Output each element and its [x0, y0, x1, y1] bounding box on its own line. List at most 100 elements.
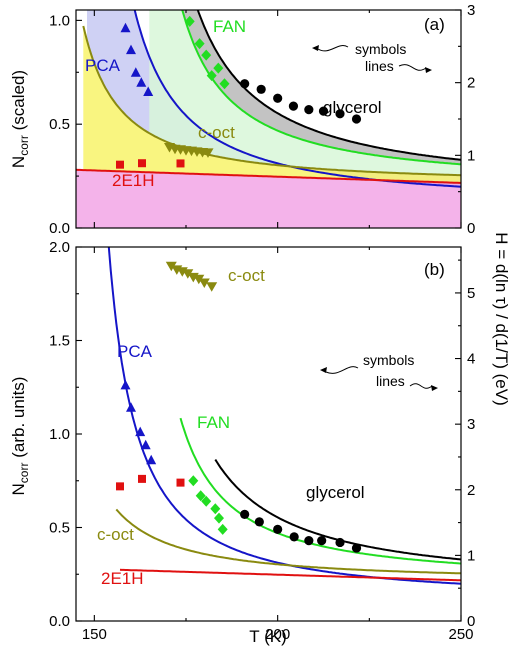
glycerol-marker	[240, 79, 250, 89]
fan-marker	[194, 38, 205, 50]
glycerol-line	[196, 10, 461, 161]
panel-a-ylabel-sub: corr	[17, 135, 31, 156]
2e1h-line	[119, 568, 461, 582]
legend-arrowhead-right-icon	[431, 385, 438, 391]
right-tick-label: 1	[467, 147, 475, 164]
pca-line	[107, 247, 461, 585]
glycerol-label: glycerol	[306, 483, 365, 502]
glycerol-marker	[254, 517, 264, 527]
panel-a-ylabel-main: N	[9, 156, 28, 168]
fan-region	[149, 10, 461, 176]
fan-line	[181, 10, 461, 166]
pca-marker	[130, 67, 141, 77]
y-tick-label: 0.5	[49, 520, 70, 537]
panel-b-ylabel-sub: corr	[17, 463, 31, 484]
y-tick-label: 1.0	[49, 426, 70, 443]
y-tick-label: 0.5	[49, 116, 70, 133]
panel-b-ylabel-main: N	[9, 483, 28, 495]
2e1h-marker	[116, 160, 124, 169]
legend-arrow-left-icon	[325, 366, 359, 374]
right-tick-label: 1	[467, 547, 475, 564]
2e1h-line	[76, 168, 461, 184]
x-tick-label: 150	[82, 626, 107, 643]
panel-b-label: (b)	[424, 260, 445, 279]
right-tick-label: 0	[467, 220, 475, 237]
coct-label: c-oct	[97, 525, 134, 544]
c-oct-marker	[198, 278, 210, 288]
x-tick-label: 200	[265, 626, 290, 643]
c-oct-marker	[202, 148, 214, 158]
panel-b-frame	[75, 246, 462, 622]
right-tick-label: 2	[467, 75, 475, 92]
x-axis-label: T (K)	[249, 627, 286, 646]
panel-b-ylabel: Ncorr (arb. units)	[9, 377, 31, 496]
glycerol-label: glycerol	[323, 98, 382, 117]
fan-marker	[201, 495, 212, 507]
pca-marker	[140, 439, 151, 450]
2e1h-marker	[176, 478, 185, 487]
pca-line	[133, 10, 461, 188]
y-tick-label: 2.0	[49, 239, 70, 256]
legend-arrowhead-right-icon	[425, 67, 432, 73]
legend-arrow-right-icon	[409, 383, 433, 389]
panel-b-plot	[107, 247, 461, 585]
glycerol-marker	[256, 84, 266, 94]
right-tick-label: 5	[467, 285, 475, 302]
panel-b-ticks: 0.0 0.5 1.0 1.5 2.0 0 1 2 3 4 5 150 200 250	[49, 239, 475, 643]
legend-lines: lines	[376, 373, 405, 389]
glycerol-marker	[289, 532, 299, 542]
fan-marker	[206, 70, 217, 82]
fan-marker	[195, 490, 206, 502]
2e1h-marker	[138, 159, 146, 168]
glycerol-marker	[288, 101, 299, 111]
glycerol-marker	[318, 106, 329, 116]
2e1h-marker	[116, 482, 124, 491]
right-axis-label: H = d(ln τ) / d(1/T) (eV)	[492, 232, 511, 405]
coct-line	[82, 25, 461, 177]
fan-marker	[213, 62, 224, 74]
c-oct-marker	[182, 269, 194, 279]
c-oct-marker	[165, 261, 177, 272]
glycerol-marker	[304, 535, 314, 546]
panel-a-regions	[76, 10, 461, 228]
c-oct-marker	[206, 282, 218, 292]
legend-arrowhead-left-icon	[312, 45, 319, 51]
panel-a-label: (a)	[424, 15, 445, 34]
pca-marker	[126, 402, 136, 412]
fan-marker	[184, 15, 195, 27]
legend-symbols: symbols	[363, 352, 414, 368]
right-tick-label: 3	[467, 2, 475, 19]
fan-label: FAN	[213, 17, 246, 36]
c-oct-marker	[193, 274, 205, 285]
panel-a-ylabel: Ncorr (scaled)	[9, 70, 31, 168]
y-tick-label: 0.0	[49, 220, 70, 237]
pca-label: PCA	[85, 56, 121, 75]
legend-arrowhead-left-icon	[320, 367, 327, 373]
y-tick-label: 1.0	[49, 12, 70, 29]
panel-a-legend: symbols lines	[312, 41, 432, 74]
2e1h-region	[76, 169, 461, 228]
panel-a: 0.0 0.5 1.0 0 1 2 3 (a) PCA FAN glycerol c-oct…	[9, 2, 475, 237]
glycerol-marker	[317, 535, 327, 546]
pca-marker	[136, 77, 147, 87]
glycerol-marker	[273, 524, 283, 534]
glycerol-marker	[351, 543, 362, 553]
y-tick-label: 1.5	[49, 333, 70, 350]
glycerol-marker	[335, 537, 345, 548]
legend-lines: lines	[365, 58, 394, 74]
fan-label: FAN	[197, 413, 230, 432]
coct-label: c-oct	[198, 123, 235, 142]
x-tick-label: 250	[448, 626, 473, 643]
glycerol-marker	[335, 109, 345, 119]
fan-marker	[219, 78, 230, 90]
pca-marker	[135, 426, 146, 437]
coct-top-label: c-oct	[228, 266, 265, 285]
glycerol-marker	[351, 114, 362, 124]
coct-line	[115, 508, 461, 575]
right-tick-label: 0	[467, 613, 475, 630]
fan-marker	[210, 503, 221, 515]
2e1h-marker	[176, 159, 185, 168]
fan-line	[179, 417, 461, 565]
legend-symbols: symbols	[355, 41, 406, 57]
